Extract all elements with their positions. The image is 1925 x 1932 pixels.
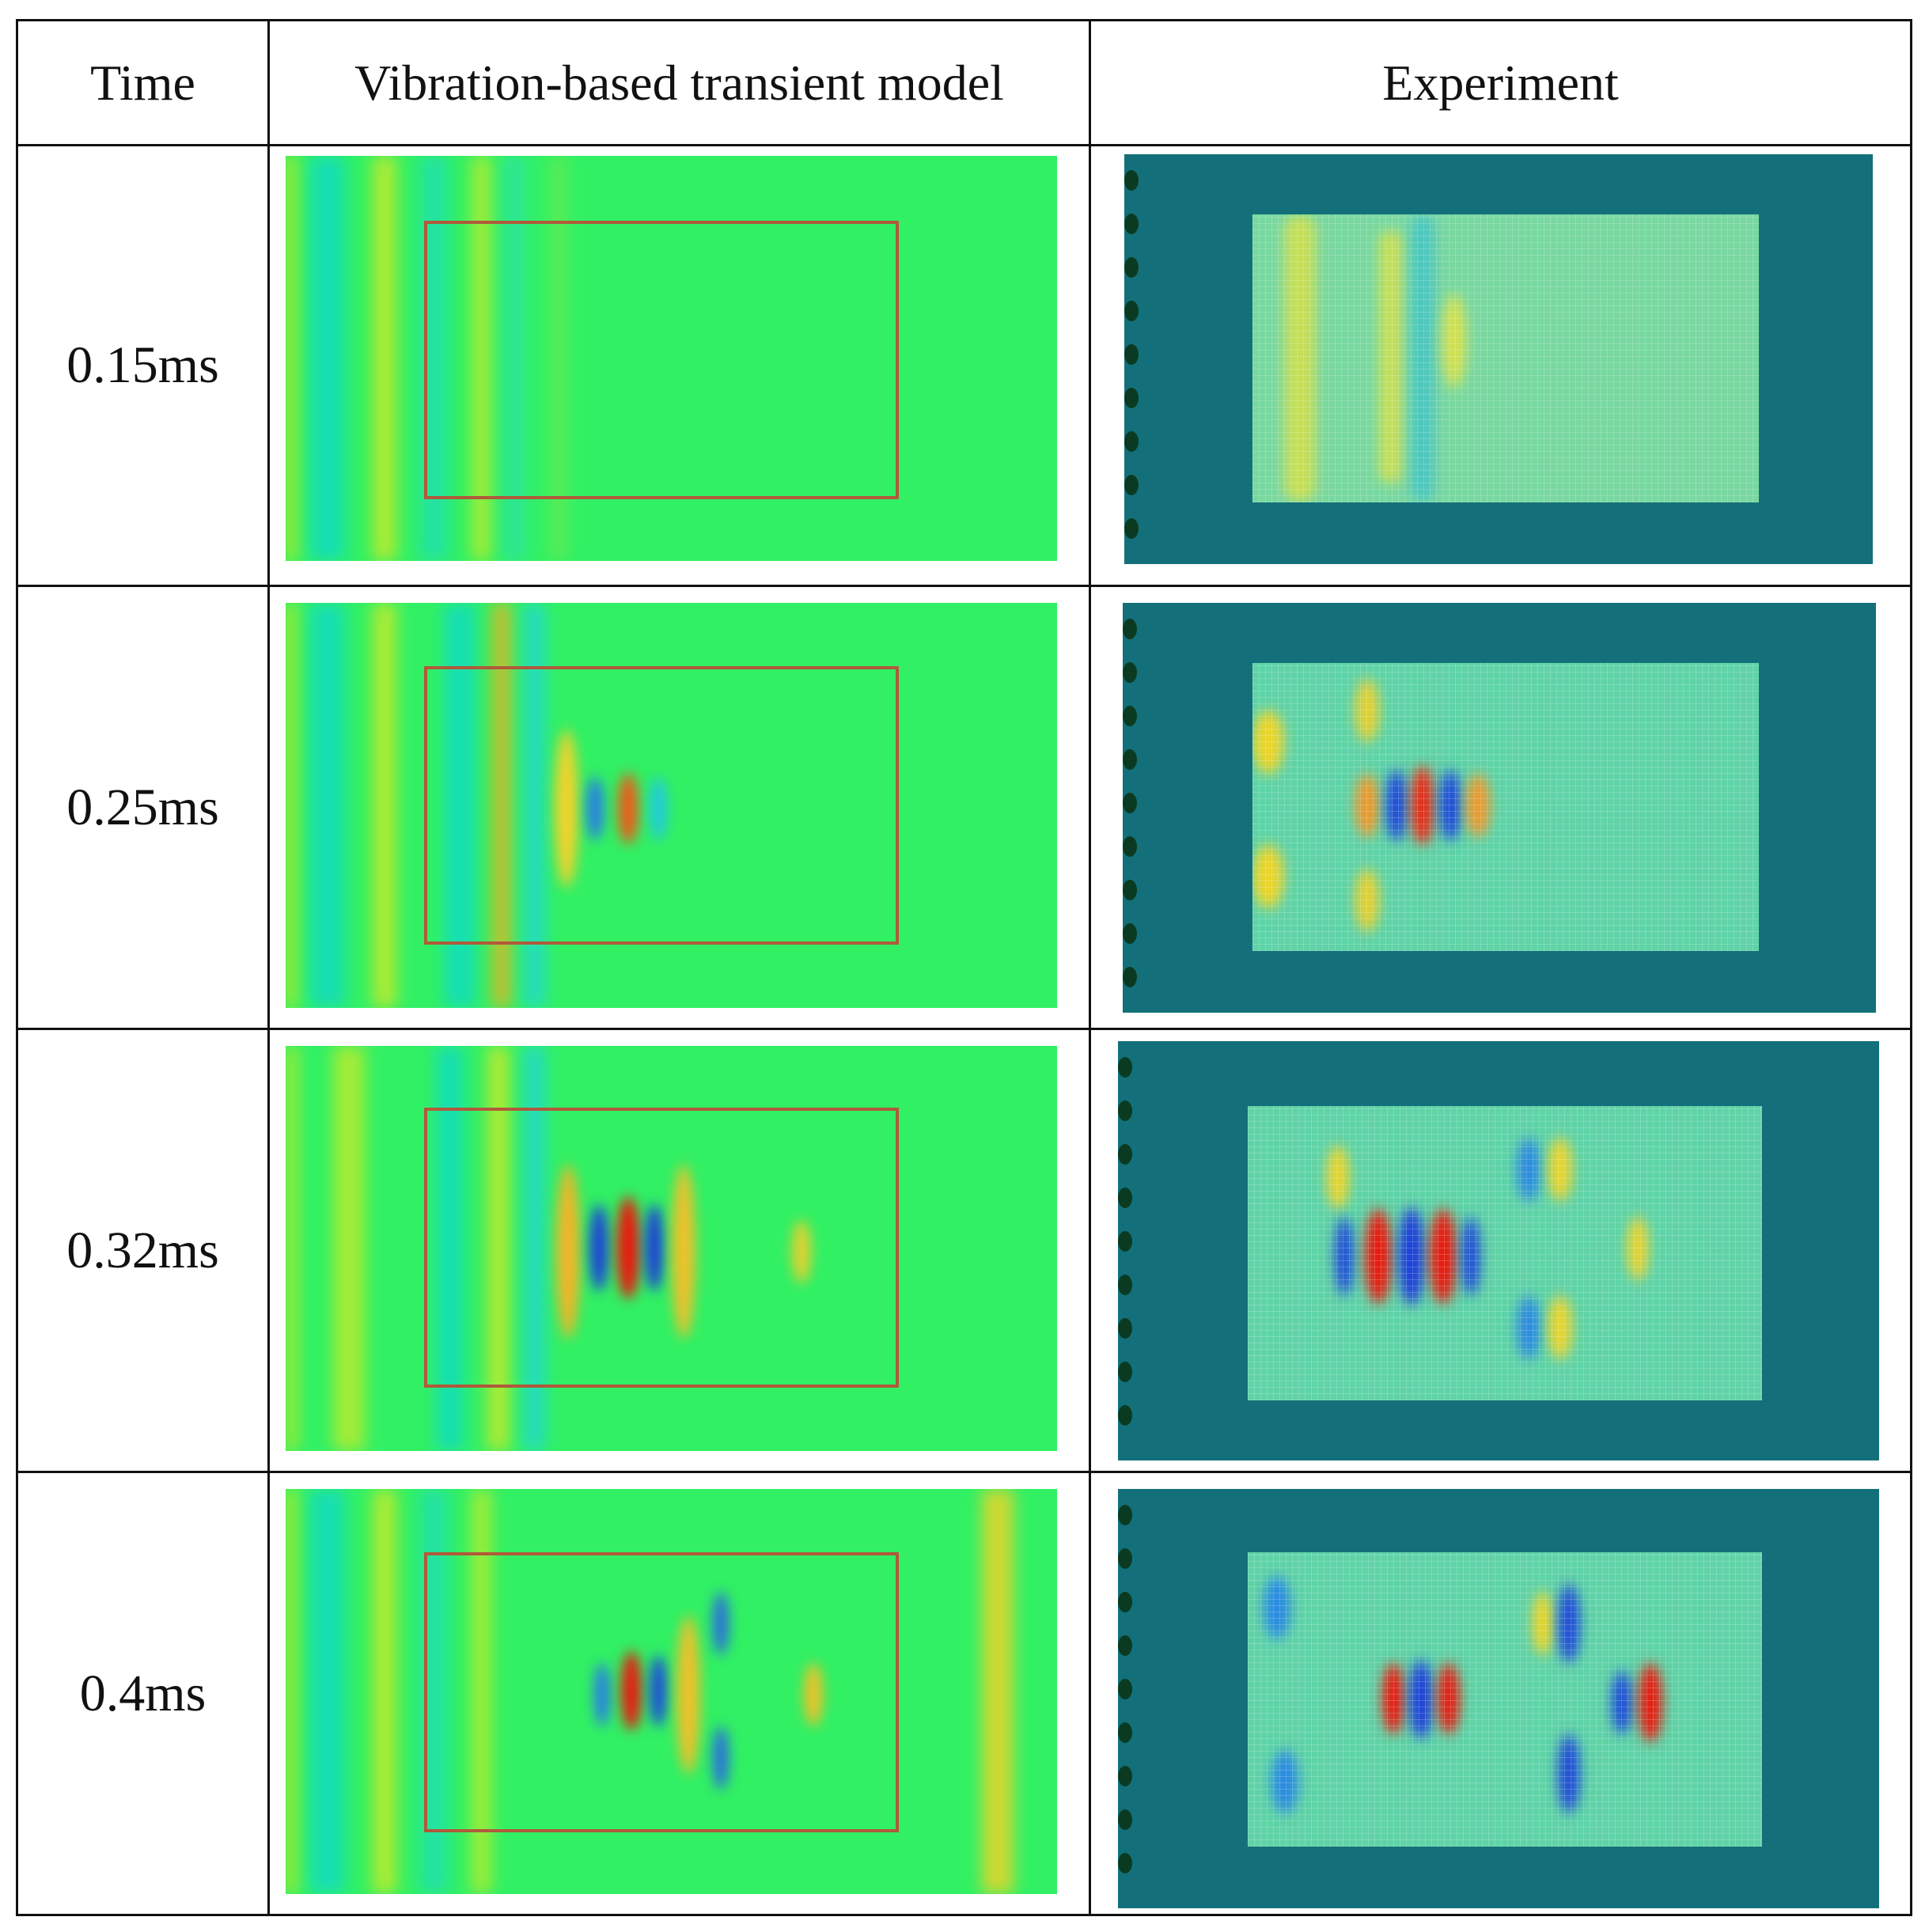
- header-time: Time: [16, 19, 270, 146]
- time-cell: 0.4ms: [16, 1471, 270, 1916]
- experiment-cell: [1089, 144, 1912, 587]
- time-cell: 0.25ms: [16, 585, 270, 1030]
- header-model: Vibration-based transient model: [267, 19, 1091, 146]
- model-frame: [424, 221, 899, 499]
- experiment-photo: [1118, 1041, 1879, 1460]
- experiment-photo: [1123, 603, 1876, 1013]
- scan-area: [1248, 1106, 1762, 1400]
- simulation-cell: [267, 144, 1091, 587]
- simulation-cell: [267, 1028, 1091, 1473]
- scan-area: [1252, 663, 1759, 951]
- simulation-cell: [267, 1471, 1091, 1916]
- scan-area: [1252, 214, 1759, 502]
- simulation-image: [286, 603, 1057, 1008]
- experiment-cell: [1089, 1028, 1912, 1473]
- experiment-photo: [1124, 154, 1873, 564]
- simulation-image: [286, 1489, 1057, 1894]
- experiment-photo: [1118, 1489, 1879, 1908]
- table-row: 0.25ms: [16, 585, 1912, 1030]
- model-frame: [424, 1552, 899, 1832]
- simulation-image: [286, 156, 1057, 561]
- experiment-cell: [1089, 585, 1912, 1030]
- simulation-cell: [267, 585, 1091, 1030]
- simulation-image: [286, 1046, 1057, 1451]
- experiment-cell: [1089, 1471, 1912, 1916]
- comparison-table: Time Vibration-based transient model Exp…: [16, 19, 1912, 1916]
- model-frame: [424, 1108, 899, 1388]
- table-row: 0.4ms: [16, 1471, 1912, 1916]
- time-cell: 0.32ms: [16, 1028, 270, 1473]
- header-experiment: Experiment: [1089, 19, 1912, 146]
- table-row: 0.15ms: [16, 144, 1912, 587]
- table-row: 0.32ms: [16, 1028, 1912, 1473]
- model-frame: [424, 666, 899, 945]
- time-cell: 0.15ms: [16, 144, 270, 587]
- header-row: Time Vibration-based transient model Exp…: [16, 19, 1912, 146]
- scan-area: [1248, 1552, 1762, 1847]
